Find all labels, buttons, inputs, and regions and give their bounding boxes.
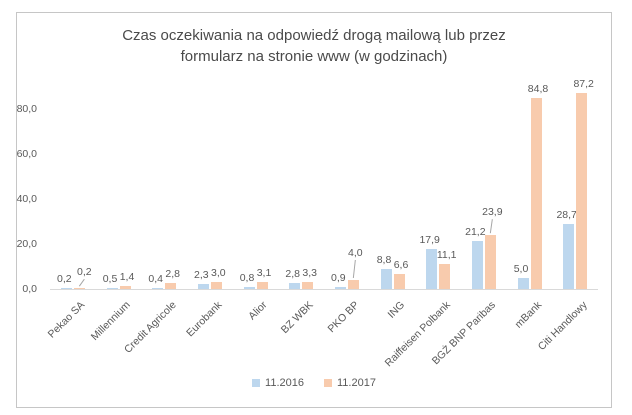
data-label-11-2016-citi-handlowy: 28,7 bbox=[556, 209, 577, 222]
data-label-11-2017-pko-bp: 4,0 bbox=[348, 247, 363, 259]
bar-11-2017-pko-bp bbox=[347, 280, 359, 289]
data-label-11-2017-citi-handlowy: 87,2 bbox=[573, 77, 594, 90]
data-label-11-2017-raiffeisen-polbank: 11,1 bbox=[436, 249, 457, 262]
bar-11-2016-citi-handlowy bbox=[563, 224, 575, 289]
data-label-11-2016-raiffeisen-polbank: 17,9 bbox=[419, 233, 440, 246]
bar-11-2016-ing bbox=[380, 269, 392, 289]
x-axis-label-mbank: mBank bbox=[512, 299, 544, 331]
bar-11-2017-eurobank bbox=[210, 282, 222, 289]
data-label-11-2016-eurobank: 2,3 bbox=[194, 268, 209, 281]
x-axis-line bbox=[50, 289, 598, 290]
bar-11-2017-bz-wbk bbox=[302, 281, 314, 289]
bar-11-2017-citi-handlowy bbox=[576, 92, 588, 289]
bar-11-2017-millennium bbox=[119, 285, 131, 289]
bar-11-2016-bgż-bnp-paribas bbox=[471, 241, 483, 289]
bar-11-2016-bz-wbk bbox=[289, 282, 301, 289]
x-axis-label-pko-bp: PKO BP bbox=[325, 299, 362, 336]
legend-item-11-2017: 11.2017 bbox=[324, 377, 376, 389]
bar-11-2016-mbank bbox=[517, 277, 529, 289]
data-label-11-2017-bgż-bnp-paribas: 23,9 bbox=[482, 206, 503, 219]
y-axis-tick-label: 0,0 bbox=[22, 283, 37, 295]
y-axis-tick-label: 40,0 bbox=[16, 193, 37, 205]
legend-swatch-11-2016 bbox=[252, 379, 261, 387]
x-axis-label-pekao-sa: Pekao SA bbox=[45, 299, 88, 341]
bar-11-2017-ing bbox=[393, 274, 405, 289]
data-label-11-2017-pekao-sa: 0,2 bbox=[77, 266, 92, 279]
data-label-11-2016-mbank: 5,0 bbox=[513, 262, 529, 275]
data-label-11-2016-bgż-bnp-paribas: 21,2 bbox=[465, 226, 486, 239]
leader-line-bgż-bnp-paribas bbox=[489, 219, 493, 234]
x-axis-label-eurobank: Eurobank bbox=[184, 299, 225, 340]
legend-item-11-2016: 11.2016 bbox=[252, 377, 304, 389]
legend: 11.2016 11.2017 bbox=[17, 377, 611, 389]
data-label-11-2016-bz-wbk: 2,8 bbox=[285, 267, 300, 280]
leader-line-pko-bp bbox=[352, 259, 356, 279]
chart-title: Czas oczekiwania na odpowiedź drogą mail… bbox=[122, 27, 506, 65]
bar-11-2016-eurobank bbox=[197, 283, 209, 289]
x-axis-label-alior: Alior bbox=[246, 299, 270, 323]
y-axis-tick-label: 60,0 bbox=[16, 148, 37, 160]
data-label-11-2017-eurobank: 3,0 bbox=[211, 267, 226, 280]
data-label-11-2016-pko-bp: 0,9 bbox=[331, 271, 346, 284]
data-label-11-2017-millennium: 1,4 bbox=[119, 270, 135, 283]
x-axis-label-ing: ING bbox=[385, 299, 407, 321]
bar-11-2017-raiffeisen-polbank bbox=[439, 264, 451, 289]
data-label-11-2017-credit-agricole: 2,8 bbox=[165, 267, 180, 280]
bar-11-2016-credit-agricole bbox=[152, 288, 164, 289]
bar-11-2017-alior bbox=[256, 282, 268, 289]
leader-line-pekao-sa bbox=[78, 278, 85, 287]
bar-11-2017-pekao-sa bbox=[73, 288, 85, 289]
x-axis-label-millennium: Millennium bbox=[89, 299, 133, 343]
bar-11-2016-pko-bp bbox=[334, 286, 346, 289]
data-label-11-2016-ing: 8,8 bbox=[376, 254, 392, 267]
plot-area: 0,0 20,0 40,0 60,0 80,0 Pekao SA 0,2 0,2 Millenn… bbox=[17, 13, 611, 407]
data-label-11-2017-ing: 6,6 bbox=[393, 259, 409, 272]
data-label-11-2017-alior: 3,1 bbox=[256, 267, 272, 280]
bar-11-2016-alior bbox=[243, 287, 255, 289]
data-label-11-2016-credit-agricole: 0,4 bbox=[148, 273, 163, 286]
legend-label-11-2017: 11.2017 bbox=[337, 377, 376, 389]
callout-lines-layer bbox=[78, 219, 493, 287]
bar-11-2016-millennium bbox=[106, 287, 118, 289]
y-axis-tick-label: 80,0 bbox=[16, 103, 37, 115]
legend-label-11-2016: 11.2016 bbox=[265, 377, 304, 389]
bar-11-2016-raiffeisen-polbank bbox=[426, 248, 438, 289]
bar-11-2017-mbank bbox=[530, 98, 542, 289]
x-axis-label-bz-wbk: BZ WBK bbox=[278, 299, 316, 336]
y-axis-tick-label: 20,0 bbox=[16, 238, 37, 250]
bar-11-2017-bgż-bnp-paribas bbox=[484, 235, 496, 289]
data-label-11-2016-pekao-sa: 0,2 bbox=[57, 273, 72, 286]
data-label-11-2016-alior: 0,8 bbox=[239, 272, 255, 285]
data-label-11-2017-bz-wbk: 3,3 bbox=[302, 266, 317, 279]
bar-11-2016-pekao-sa bbox=[60, 288, 72, 289]
bar-11-2017-credit-agricole bbox=[165, 282, 177, 289]
legend-swatch-11-2017 bbox=[324, 379, 332, 387]
chart-frame: Czas oczekiwania na odpowiedź drogą mail… bbox=[16, 12, 612, 408]
data-label-11-2016-millennium: 0,5 bbox=[102, 272, 118, 285]
data-label-11-2017-mbank: 84,8 bbox=[527, 83, 549, 96]
